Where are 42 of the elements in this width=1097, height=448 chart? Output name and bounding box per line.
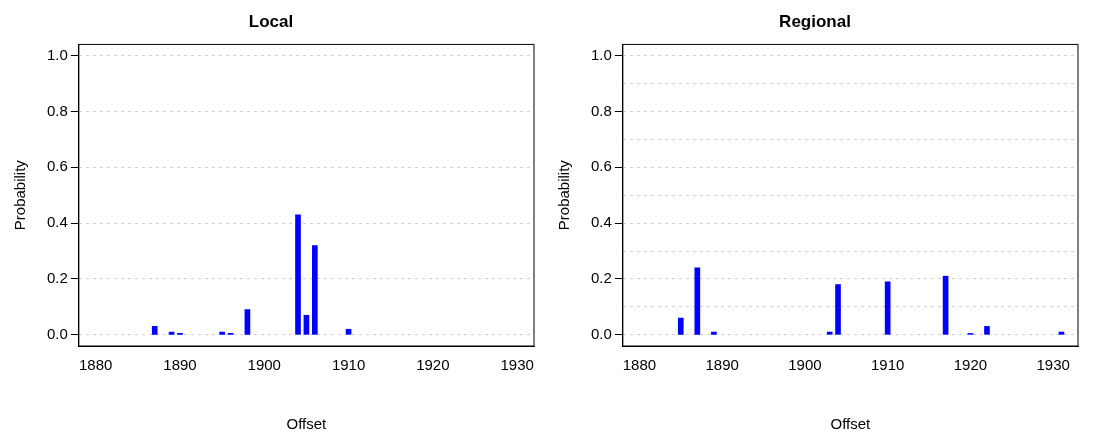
chart-title: Local [248,11,294,31]
x-tick-label: 1910 [331,356,366,374]
y-axis-title: Probability [555,159,573,231]
chart-title: Regional [779,11,851,31]
x-tick-label: 1890 [705,356,739,374]
x-tick-label: 1920 [416,356,450,374]
y-tick-label: 0.4 [46,213,68,231]
bar [677,317,684,335]
x-tick-label: 1930 [500,356,534,374]
y-axis-title: Probability [11,159,29,231]
x-tick-label: 1880 [622,356,657,374]
y-tick-label: 0.2 [590,269,612,287]
x-tick-label: 1880 [79,356,113,374]
y-tick-label: 0.0 [46,324,68,342]
x-axis-title: Offset [286,415,328,433]
x-tick-label: 1930 [1036,356,1070,374]
x-tick-label: 1900 [788,356,822,374]
y-tick-label: 0.6 [590,157,612,175]
bar [984,326,990,335]
x-axis-title: Offset [830,415,872,433]
bar [244,309,251,335]
bar [711,331,717,335]
bar [295,214,301,335]
y-tick-label: 0.0 [590,324,612,342]
bar [219,331,225,335]
y-tick-label: 0.4 [590,213,612,231]
y-tick-label: 0.8 [46,101,68,119]
bar [826,331,833,335]
bar [835,284,841,335]
y-tick-label: 0.6 [46,157,68,175]
x-tick-label: 1920 [953,356,988,374]
x-tick-label: 1900 [247,356,281,374]
bar [312,245,318,335]
y-tick-label: 0.2 [46,269,68,287]
y-tick-label: 1.0 [46,45,68,63]
bar [345,328,352,335]
x-tick-label: 1890 [163,356,197,374]
bar [884,281,891,335]
y-tick-label: 0.8 [590,101,612,119]
bar [151,326,158,335]
y-tick-label: 1.0 [590,45,612,63]
x-tick-label: 1910 [870,356,905,374]
